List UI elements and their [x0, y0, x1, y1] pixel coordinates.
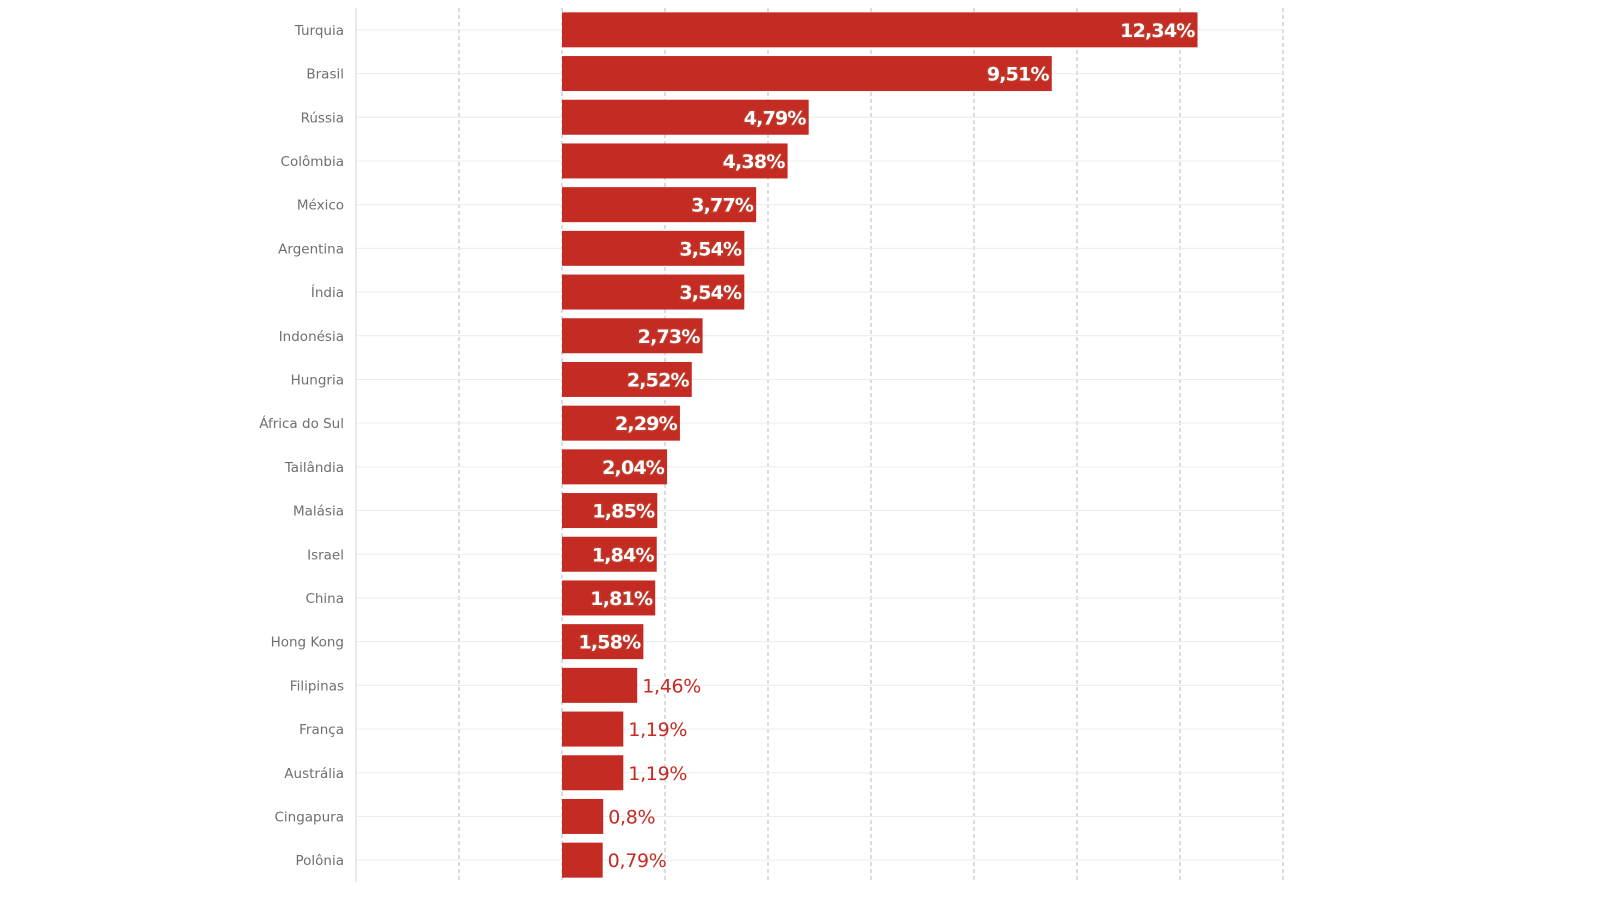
data-label: 1,84%: [592, 544, 655, 566]
data-label: 2,29%: [615, 413, 678, 435]
data-label: 2,04%: [602, 457, 665, 479]
data-label: 9,51%: [987, 64, 1050, 86]
bar: [562, 99, 809, 135]
data-label: 2,52%: [627, 369, 690, 391]
bar: [562, 187, 757, 223]
data-label: 12,34%: [1120, 20, 1195, 42]
category-label: Polônia: [295, 853, 344, 869]
bar: [562, 755, 624, 791]
bar: [562, 667, 638, 703]
data-label: 4,79%: [744, 107, 807, 129]
category-label: Austrália: [284, 766, 344, 782]
bar: [562, 711, 624, 747]
bar: [562, 580, 656, 616]
category-label: França: [299, 722, 344, 738]
data-label: 0,8%: [608, 806, 655, 828]
category-label: Índia: [311, 284, 344, 301]
category-label: China: [305, 591, 344, 607]
bar: [562, 536, 657, 572]
bar: [562, 405, 680, 441]
data-label: 3,77%: [691, 195, 754, 217]
bar: [562, 361, 692, 397]
category-label: Hong Kong: [271, 635, 344, 651]
category-label: Turquia: [294, 23, 344, 39]
bar: [562, 318, 703, 354]
category-label: Hungria: [291, 372, 344, 388]
category-label: México: [297, 198, 344, 214]
data-label: 0,79%: [608, 850, 667, 872]
data-label: 1,58%: [578, 632, 641, 654]
bar: [562, 143, 788, 179]
data-label: 1,46%: [642, 675, 701, 697]
data-label: 4,38%: [723, 151, 786, 173]
bar: [562, 493, 658, 529]
data-label: 1,19%: [628, 719, 687, 741]
bar: [562, 624, 644, 660]
category-label: Tailândia: [284, 460, 344, 476]
data-label: 1,81%: [590, 588, 653, 610]
category-label: Israel: [307, 547, 344, 563]
data-label: 1,85%: [592, 501, 655, 523]
grid-layer: [355, 8, 1284, 882]
bar: [562, 449, 668, 485]
labels-layer: Turquia 12,34% Brasil 9,51% Rússia 4,79% Colôm…: [259, 18, 1197, 872]
category-label: Cingapura: [274, 809, 344, 825]
bar: [562, 798, 604, 834]
category-label: África do Sul: [259, 415, 344, 432]
data-label: 2,73%: [638, 326, 701, 348]
bars-layer: [562, 12, 1198, 878]
bar: [562, 56, 1052, 92]
category-label: Brasil: [306, 67, 344, 83]
category-label: Malásia: [293, 504, 344, 520]
bar: [562, 274, 745, 310]
category-label: Argentina: [278, 241, 344, 257]
bar: [562, 230, 745, 266]
category-label: Colômbia: [281, 154, 344, 170]
category-label: Indonésia: [279, 329, 344, 345]
data-label: 3,54%: [679, 282, 742, 304]
data-label: 1,19%: [628, 763, 687, 785]
bar: [562, 12, 1198, 48]
category-label: Filipinas: [290, 678, 344, 694]
category-label: Rússia: [301, 110, 344, 126]
bar: [562, 842, 603, 878]
data-label: 3,54%: [679, 238, 742, 260]
